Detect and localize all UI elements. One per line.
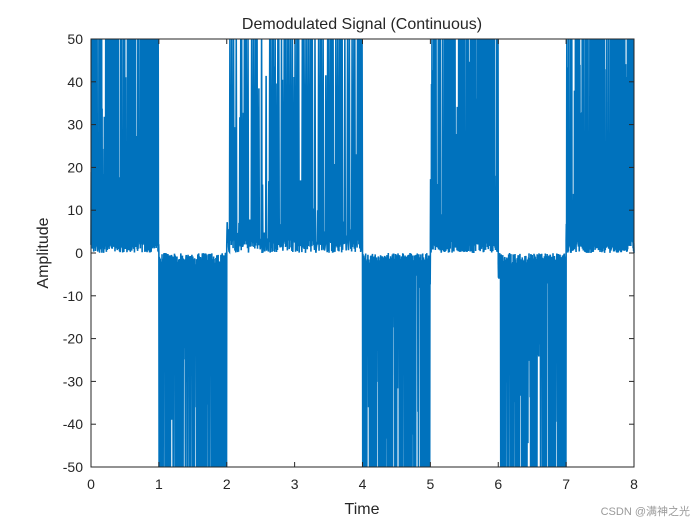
axes-layer: 0 1 2 3 4 5 6 7 8 -50 -40 -30 -20 -10 0 10 20 30 40 50 <box>63 31 638 492</box>
y-tick-label: -50 <box>63 459 83 475</box>
watermark: CSDN @满神之光 <box>601 504 690 518</box>
y-tick-label: -30 <box>63 373 83 389</box>
x-axis-label: Time <box>345 501 380 518</box>
y-tick-label: 10 <box>67 202 83 218</box>
y-tick-label: 30 <box>67 117 83 133</box>
y-tick-label: 0 <box>75 245 83 261</box>
x-tick-label: 6 <box>494 476 502 492</box>
x-tick-label: 8 <box>630 476 638 492</box>
series-layer <box>90 38 635 468</box>
x-tick-label: 3 <box>291 476 299 492</box>
x-tick-label: 2 <box>223 476 231 492</box>
x-tick-label: 4 <box>359 476 367 492</box>
y-tick-label: 50 <box>67 31 83 47</box>
y-tick-label: -40 <box>63 416 83 432</box>
y-tick-label: -10 <box>63 288 83 304</box>
x-tick-label: 7 <box>562 476 570 492</box>
x-tick-label: 0 <box>87 476 95 492</box>
y-axis-label: Amplitude <box>35 217 52 288</box>
x-tick-label: 1 <box>155 476 163 492</box>
y-tick-label: -20 <box>63 331 83 347</box>
y-tick-label: 20 <box>67 159 83 175</box>
y-tick-label: 40 <box>67 74 83 90</box>
chart-title: Demodulated Signal (Continuous) <box>242 16 482 33</box>
series-line-demodulated <box>90 38 635 468</box>
x-tick-label: 5 <box>426 476 434 492</box>
